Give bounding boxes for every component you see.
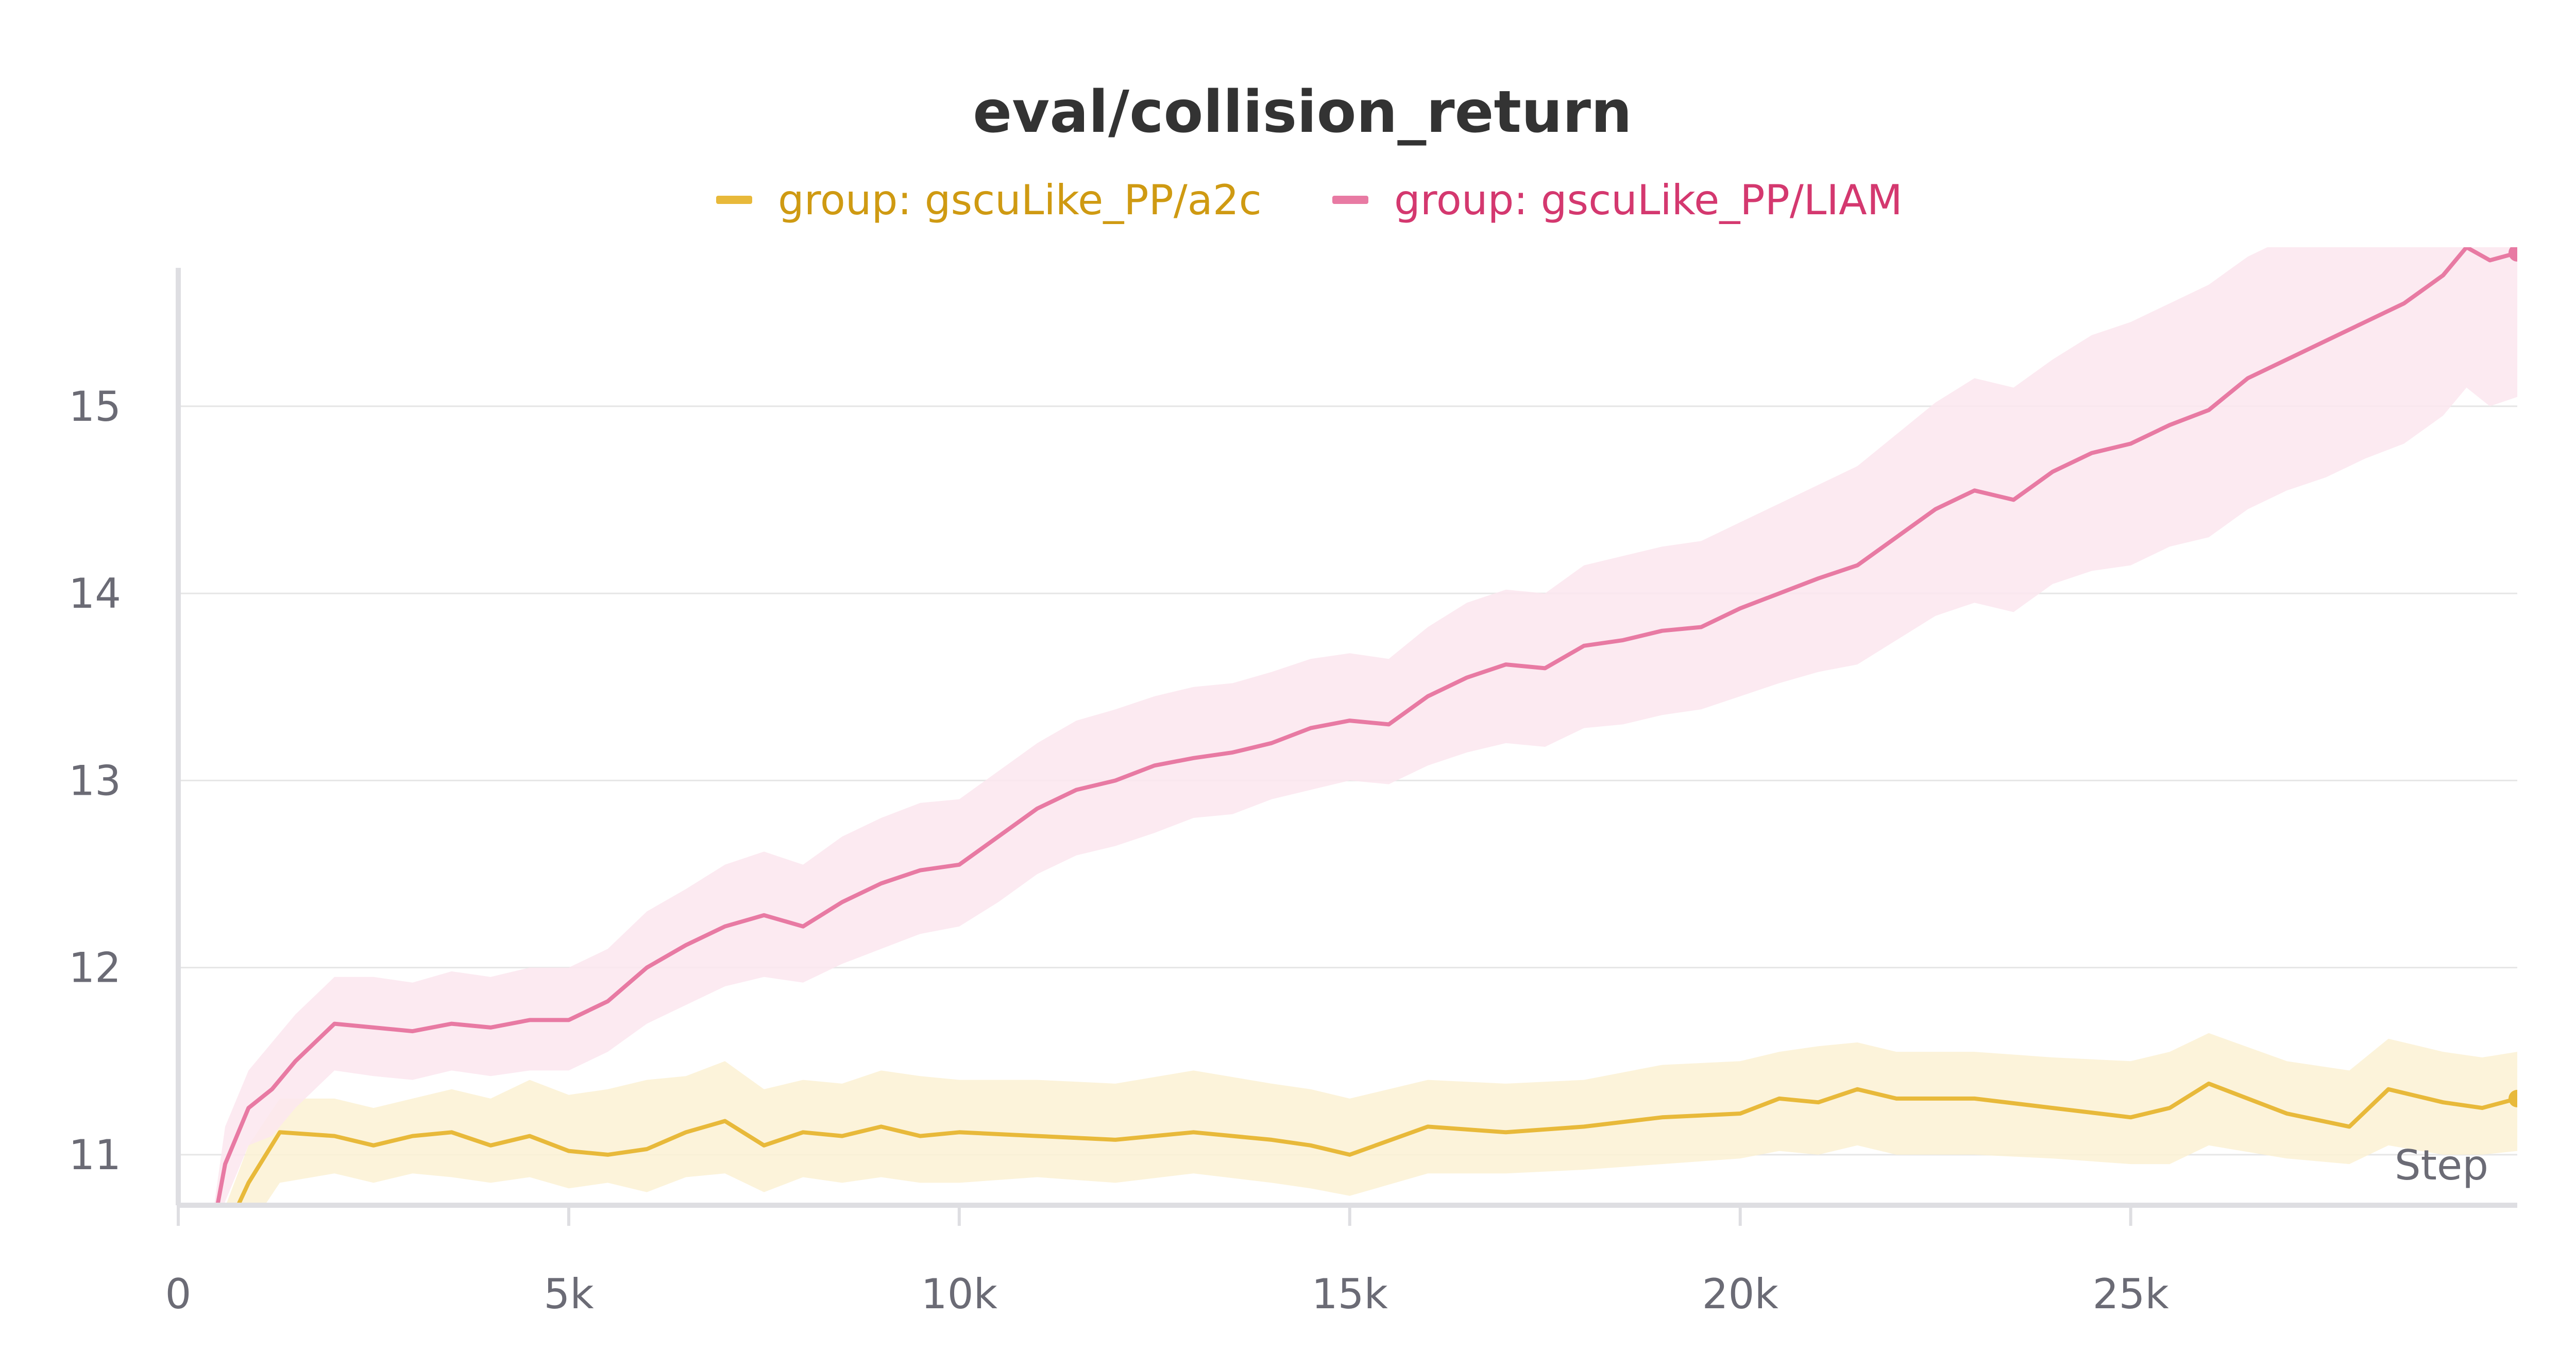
x-tick-label: 0 — [165, 1270, 192, 1318]
x-axis-ticks: 0 5k 10k 15k 20k 25k — [165, 1205, 2170, 1318]
legend-swatch-liam — [1332, 196, 1368, 204]
legend-swatch-a2c — [716, 196, 752, 204]
x-tick-label: 15k — [1312, 1270, 1388, 1318]
y-tick-label: 15 — [69, 383, 121, 431]
series-endpoint-0[interactable] — [2509, 1089, 2526, 1107]
series-band-0 — [226, 1033, 2517, 1205]
legend-item-liam[interactable]: group: gscuLike_PP/LIAM — [1332, 176, 1903, 224]
legend-label-a2c: group: gscuLike_PP/a2c — [778, 176, 1262, 224]
y-tick-label: 13 — [69, 757, 121, 805]
y-tick-label: 11 — [69, 1131, 121, 1179]
series-line-0[interactable] — [210, 1081, 2517, 1267]
y-tick-label: 14 — [69, 570, 121, 618]
y-tick-label: 12 — [69, 944, 121, 992]
series-band-1 — [214, 247, 2517, 1205]
chart-title: eval/collision_return — [973, 79, 1632, 146]
x-tick-label: 25k — [2093, 1270, 2170, 1318]
series-endpoint-1[interactable] — [2509, 244, 2526, 262]
legend-label-liam: group: gscuLike_PP/LIAM — [1394, 176, 1903, 224]
series-line-1[interactable] — [210, 247, 2517, 1249]
x-tick-label: 10k — [921, 1270, 998, 1318]
x-axis-label: Step — [2395, 1141, 2488, 1189]
plot-area — [210, 244, 2526, 1267]
x-tick-label: 5k — [544, 1270, 594, 1318]
y-axis-ticks: 11 12 13 14 15 — [69, 383, 121, 1179]
x-tick-label: 20k — [1702, 1270, 1779, 1318]
legend-item-a2c[interactable]: group: gscuLike_PP/a2c — [716, 176, 1262, 224]
legend: group: gscuLike_PP/a2c group: gscuLike_P… — [716, 176, 1903, 224]
